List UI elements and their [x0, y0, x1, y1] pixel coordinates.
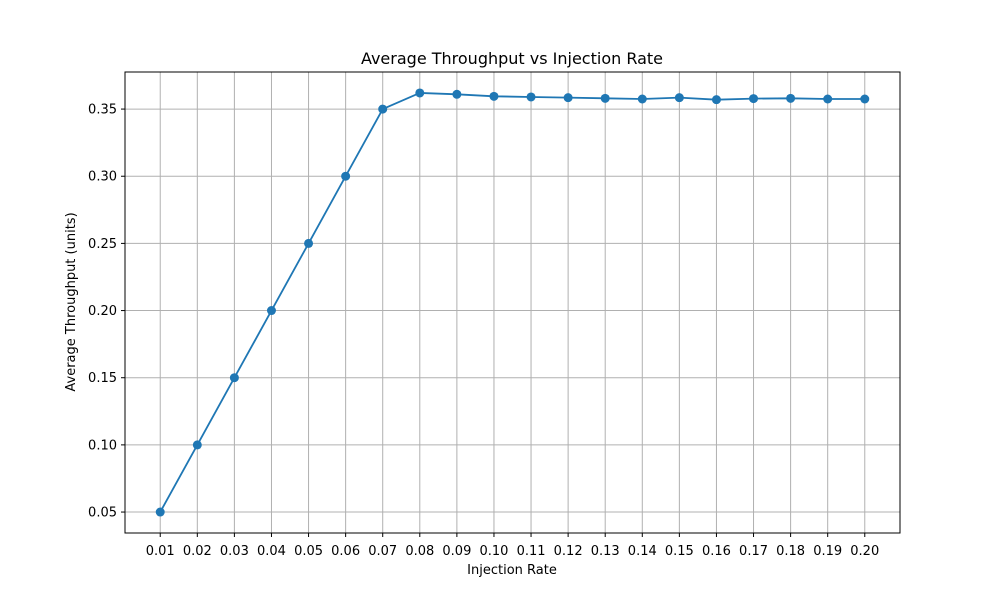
y-tick-label: 0.15	[88, 371, 117, 386]
data-point	[711, 95, 721, 105]
data-point	[786, 93, 796, 103]
x-tick-label: 0.12	[554, 544, 583, 559]
y-tick-label: 0.30	[88, 170, 117, 185]
x-tick-label: 0.16	[702, 544, 731, 559]
data-point	[452, 89, 462, 99]
x-tick-label: 0.17	[739, 544, 768, 559]
data-point	[229, 373, 239, 383]
x-tick-label: 0.09	[442, 544, 471, 559]
x-tick-label: 0.03	[220, 544, 249, 559]
data-point	[304, 238, 314, 248]
data-point	[341, 171, 351, 181]
x-tick-label: 0.07	[368, 544, 397, 559]
data-point	[674, 93, 684, 103]
x-ticks: 0.01 0.02 0.03 0.04 0.05 0.06 0.07 0.08 0.09 0.10…	[146, 533, 879, 559]
x-tick-label: 0.13	[591, 544, 620, 559]
series-line	[159, 92, 865, 513]
data-point	[637, 94, 647, 104]
data-point	[563, 93, 573, 103]
x-tick-label: 0.05	[294, 544, 323, 559]
chart-title: Average Throughput vs Injection Rate	[361, 49, 663, 68]
x-tick-label: 0.18	[776, 544, 805, 559]
x-tick-label: 0.06	[331, 544, 360, 559]
grid-lines	[125, 72, 900, 533]
data-point	[489, 91, 499, 101]
y-axis-label: Average Throughput (units)	[64, 212, 79, 391]
x-tick-label: 0.11	[517, 544, 546, 559]
data-point	[192, 440, 202, 450]
y-tick-label: 0.20	[88, 304, 117, 319]
series-layer	[155, 88, 870, 517]
data-point	[155, 507, 165, 517]
y-tick-label: 0.05	[88, 506, 117, 521]
data-point	[415, 88, 425, 98]
data-point	[378, 104, 388, 114]
x-tick-label: 0.08	[405, 544, 434, 559]
x-tick-label: 0.02	[183, 544, 212, 559]
x-tick-label: 0.01	[146, 544, 175, 559]
y-tick-label: 0.10	[88, 438, 117, 453]
data-point	[526, 92, 536, 102]
data-point	[600, 93, 610, 103]
data-point	[266, 306, 276, 316]
y-ticks: 0.05 0.10 0.15 0.20 0.25 0.30 0.35	[88, 103, 125, 521]
data-point	[823, 94, 833, 104]
x-tick-label: 0.20	[850, 544, 879, 559]
y-tick-label: 0.25	[88, 237, 117, 252]
data-point	[860, 94, 870, 104]
x-axis-label: Injection Rate	[467, 563, 557, 578]
data-point	[749, 94, 759, 104]
x-tick-label: 0.15	[665, 544, 694, 559]
x-tick-label: 0.14	[628, 544, 657, 559]
x-tick-label: 0.10	[479, 544, 508, 559]
y-tick-label: 0.35	[88, 103, 117, 118]
plot-frame	[124, 71, 901, 534]
x-tick-label: 0.04	[257, 544, 286, 559]
x-tick-label: 0.19	[813, 544, 842, 559]
